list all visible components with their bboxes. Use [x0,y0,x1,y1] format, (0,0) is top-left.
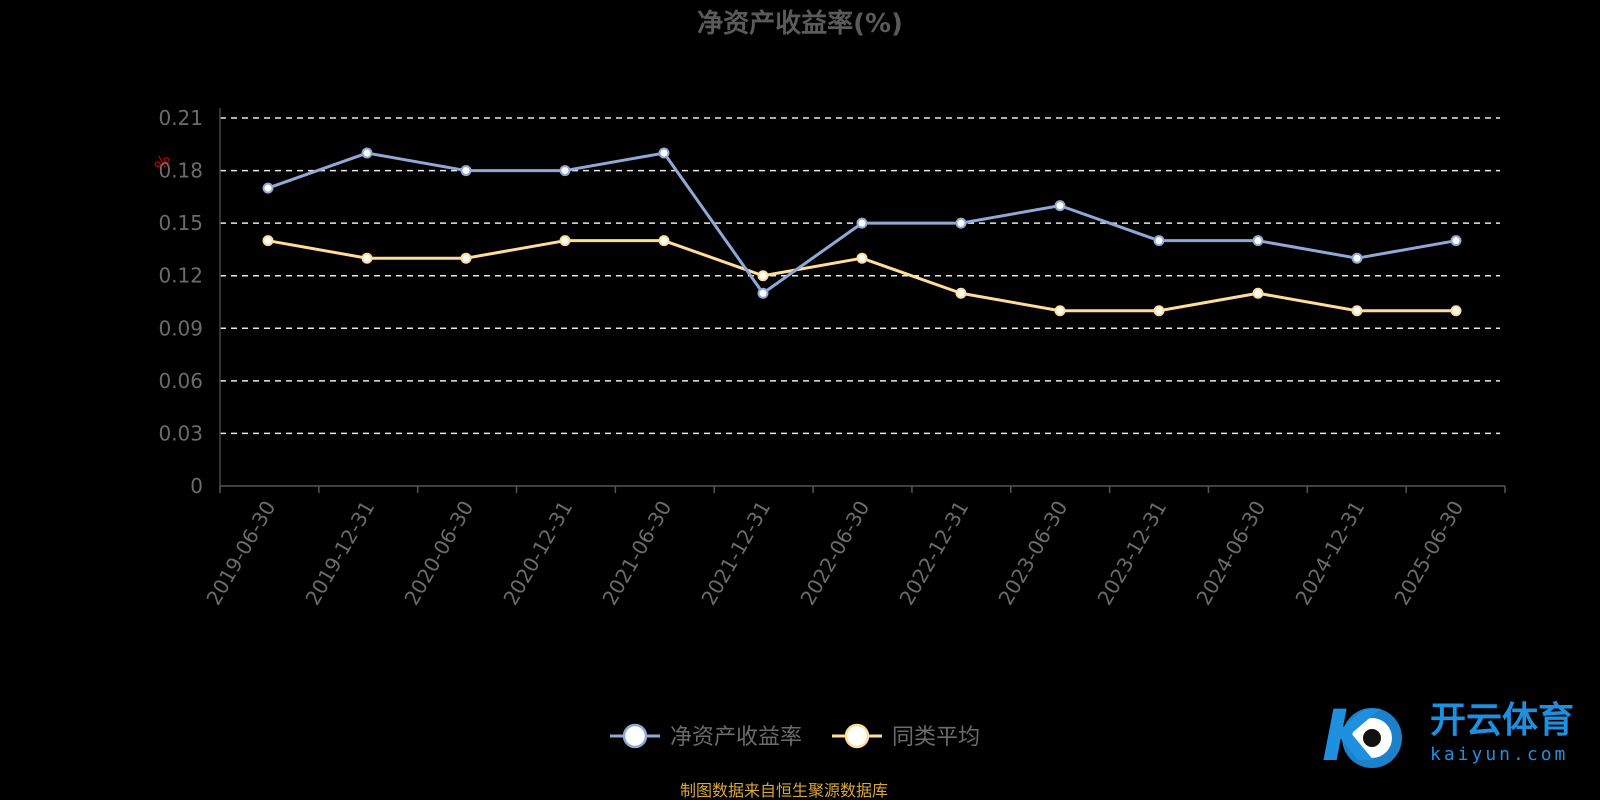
legend-swatch-marker [622,723,648,749]
data-point[interactable] [262,235,274,247]
gridlines [220,117,1500,435]
data-point[interactable] [1153,305,1165,317]
y-tick-label: 0 [190,474,203,498]
x-tick-label: 2023-12-31 [1092,497,1171,610]
watermark-logo-letter: K [1322,695,1381,777]
data-point[interactable] [361,147,373,159]
data-point[interactable] [1450,235,1462,247]
data-point[interactable] [1351,252,1363,264]
legend-swatch-marker [844,723,870,749]
watermark-logo: K 开云体育 kaiyun.com [1322,695,1574,777]
data-point[interactable] [262,182,274,194]
y-tick-label: 0.15 [158,211,203,235]
data-point[interactable] [658,147,670,159]
data-point[interactable] [361,252,373,264]
series-lines [262,147,1462,317]
data-point[interactable] [856,217,868,229]
legend-item-1[interactable]: 同类平均 [832,723,980,750]
legend-label: 净资产收益率 [670,725,802,750]
chart-title: 净资产收益率(%) [697,8,903,39]
x-tick-label: 2024-12-31 [1290,497,1369,610]
x-tick-label: 2020-12-31 [498,497,577,610]
data-point[interactable] [460,165,472,177]
x-tick-label: 2019-06-30 [201,497,280,610]
x-tick-label: 2022-06-30 [795,497,874,610]
data-point[interactable] [1252,235,1264,247]
x-tick-label: 2020-06-30 [399,497,478,610]
watermark-brand: 开云体育 [1430,700,1574,741]
y-tick-label: 0.09 [158,316,203,340]
data-point[interactable] [1054,305,1066,317]
data-point[interactable] [559,165,571,177]
data-point[interactable] [1351,305,1363,317]
data-point[interactable] [1450,305,1462,317]
data-point[interactable] [658,235,670,247]
watermark-domain: kaiyun.com [1430,744,1568,765]
x-tick-label: 2021-06-30 [597,497,676,610]
y-tick-label: 0.18 [158,159,203,183]
data-point[interactable] [856,252,868,264]
data-point[interactable] [1153,235,1165,247]
x-tick-label: 2023-06-30 [993,497,1072,610]
axes: 0 0.03 0.06 0.09 0.12 0.15 0.18 0.21 2019-06-30 2… [158,106,1506,610]
data-point[interactable] [955,217,967,229]
x-tick-label: 2024-06-30 [1191,497,1270,610]
y-tick-label: 0.21 [158,106,203,130]
legend-label: 同类平均 [892,725,980,750]
data-point[interactable] [757,287,769,299]
source-note: 制图数据来自恒生聚源数据库 [680,781,888,800]
data-point[interactable] [559,235,571,247]
x-tick-label: 2019-12-31 [300,497,379,610]
data-point[interactable] [955,287,967,299]
y-tick-label: 0.12 [158,264,203,288]
data-point[interactable] [460,252,472,264]
x-tick-label: 2021-12-31 [696,497,775,610]
y-tick-label: 0.03 [158,421,203,445]
x-tick-label: 2022-12-31 [894,497,973,610]
legend-item-0[interactable]: 净资产收益率 [610,723,802,750]
x-tick-label: 2025-06-30 [1389,497,1468,610]
data-point[interactable] [757,270,769,282]
y-tick-label: 0.06 [158,369,203,393]
legend[interactable]: 净资产收益率 同类平均 [610,723,980,750]
data-point[interactable] [1054,200,1066,212]
data-point[interactable] [1252,287,1264,299]
